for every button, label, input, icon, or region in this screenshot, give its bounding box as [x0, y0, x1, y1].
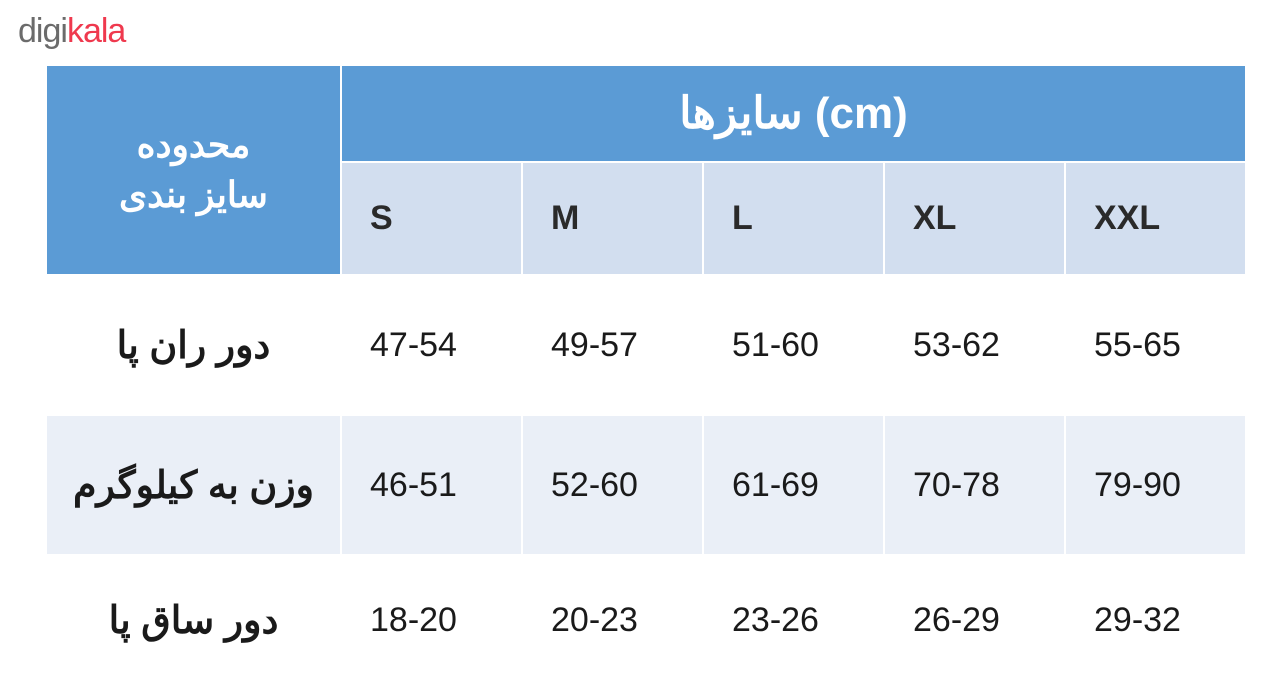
size-table: محدوده سایز بندی سایزها (cm) S M L XL XX…	[45, 64, 1247, 686]
row-label-thigh: دور ران پا	[46, 275, 341, 415]
cell: 55-65	[1065, 275, 1246, 415]
table-row: دور ساق پا 18-20 20-23 23-26 26-29 29-32	[46, 555, 1246, 685]
col-l: L	[703, 162, 884, 275]
cell: 49-57	[522, 275, 703, 415]
cell: 70-78	[884, 415, 1065, 555]
table-row: وزن به کیلوگرم 46-51 52-60 61-69 70-78 7…	[46, 415, 1246, 555]
logo: digikala	[18, 12, 125, 51]
cell: 61-69	[703, 415, 884, 555]
cell: 26-29	[884, 555, 1065, 685]
logo-part1: digi	[18, 12, 67, 50]
table-row: دور ران پا 47-54 49-57 51-60 53-62 55-65	[46, 275, 1246, 415]
col-m: M	[522, 162, 703, 275]
cell: 46-51	[341, 415, 522, 555]
cell: 18-20	[341, 555, 522, 685]
cell: 47-54	[341, 275, 522, 415]
cell: 20-23	[522, 555, 703, 685]
logo-part2: kala	[67, 12, 125, 50]
row-label-calf: دور ساق پا	[46, 555, 341, 685]
col-xxl: XXL	[1065, 162, 1246, 275]
cell: 29-32	[1065, 555, 1246, 685]
header-range-label: محدوده سایز بندی	[46, 65, 341, 275]
row-label-weight: وزن به کیلوگرم	[46, 415, 341, 555]
col-s: S	[341, 162, 522, 275]
col-xl: XL	[884, 162, 1065, 275]
header-range-line1: محدوده	[137, 124, 251, 165]
size-table-container: محدوده سایز بندی سایزها (cm) S M L XL XX…	[44, 63, 1244, 687]
cell: 51-60	[703, 275, 884, 415]
cell: 23-26	[703, 555, 884, 685]
cell: 52-60	[522, 415, 703, 555]
cell: 79-90	[1065, 415, 1246, 555]
cell: 53-62	[884, 275, 1065, 415]
header-range-line2: سایز بندی	[119, 174, 268, 215]
header-sizes-title: سایزها (cm)	[341, 65, 1246, 162]
